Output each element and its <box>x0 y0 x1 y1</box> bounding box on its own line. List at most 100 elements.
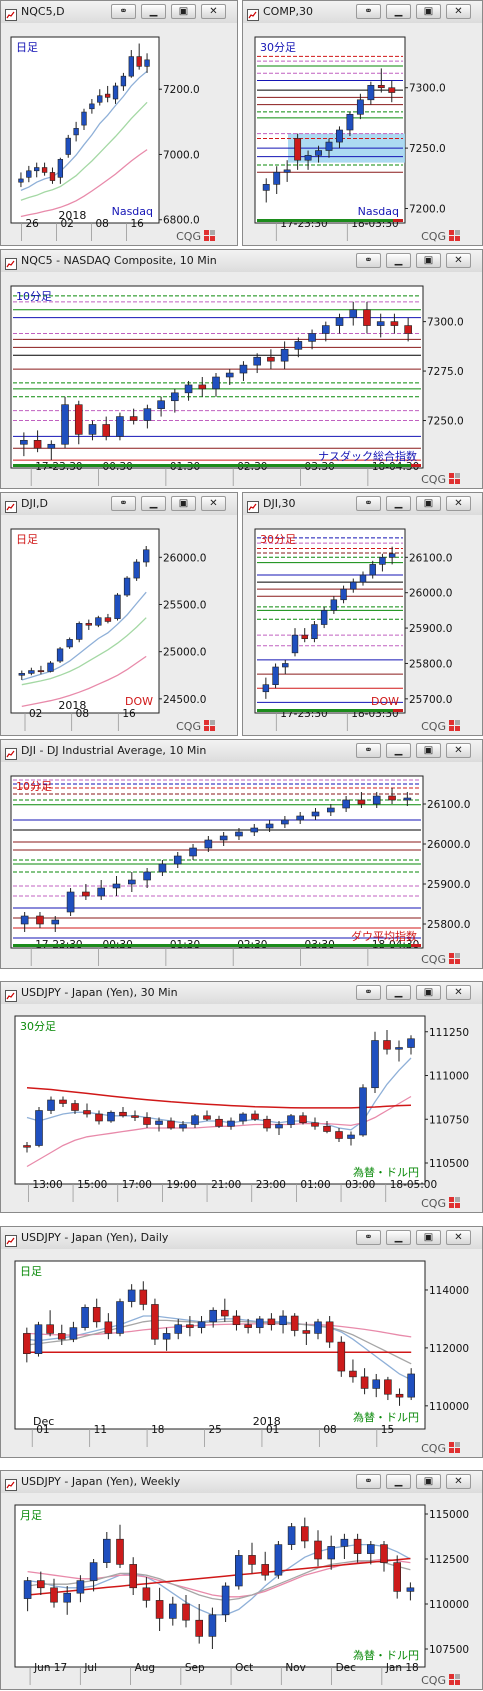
link-button[interactable]: ⚭ <box>356 4 381 19</box>
cqg-logo-text: CQG <box>421 1442 446 1455</box>
minimize-button[interactable]: ▁ <box>386 1230 411 1245</box>
year-label: 2018 <box>253 1415 281 1428</box>
link-button[interactable]: ⚭ <box>356 743 381 758</box>
close-button[interactable]: ✕ <box>446 4 471 19</box>
window-title-bar[interactable]: COMP,30 ⚭ ▁ ▣ ✕ <box>243 1 482 24</box>
link-icon: ⚭ <box>364 987 373 998</box>
cqg-logo-mark <box>204 726 209 731</box>
minimize-button[interactable]: ▁ <box>386 1474 411 1489</box>
restore-button[interactable]: ▣ <box>416 1474 441 1489</box>
close-button[interactable]: ✕ <box>446 985 471 1000</box>
x-tick-label: 02 <box>61 218 74 230</box>
window-title-bar[interactable]: USDJPY - Japan (Yen), 30 Min ⚭ ▁ ▣ ✕ <box>1 982 482 1005</box>
cqg-logo-mark <box>449 1442 454 1447</box>
window-title-bar[interactable]: DJI - DJ Industrial Average, 10 Min ⚭ ▁ ▣ ✕ <box>1 740 482 763</box>
candle-body <box>57 159 64 178</box>
chart-window-icon <box>5 1476 17 1491</box>
minimize-button[interactable]: ▁ <box>141 496 166 511</box>
chart-window-usdjpy-weekly[interactable]: USDJPY - Japan (Yen), Weekly ⚭ ▁ ▣ ✕ 115000 11… <box>0 1470 483 1690</box>
link-button[interactable]: ⚭ <box>356 1474 381 1489</box>
window-title-bar[interactable]: NQC5 - NASDAQ Composite, 10 Min ⚭ ▁ ▣ ✕ <box>1 250 482 273</box>
candle <box>232 1310 241 1331</box>
link-button[interactable]: ⚭ <box>111 496 136 511</box>
chart-area[interactable]: 26100.026000.025900.025800.025700.017-23… <box>243 515 482 735</box>
chart-area[interactable]: 26100.026000.025900.025800.017-23:3000:3… <box>1 762 482 968</box>
window-title-bar[interactable]: USDJPY - Japan (Yen), Daily ⚭ ▁ ▣ ✕ <box>1 1227 482 1250</box>
candle <box>304 150 312 170</box>
plot-area[interactable] <box>254 36 406 224</box>
chart-window-dji-30[interactable]: DJI,30 ⚭ ▁ ▣ ✕ 26100.0 26000.0 25900.0 25800.0 25… <box>242 492 483 736</box>
chart-area[interactable]: 7200.0 7000.0 6800.0 26 02 08 16 日足 Nasdaq 2018 CQ… <box>1 23 237 245</box>
candle <box>74 400 83 445</box>
candle-body <box>239 364 248 374</box>
close-button[interactable]: ✕ <box>201 4 226 19</box>
plot-area[interactable] <box>10 528 160 714</box>
cqg-logo-mark <box>449 1674 454 1679</box>
restore-button[interactable]: ▣ <box>416 743 441 758</box>
window-title-bar[interactable]: USDJPY - Japan (Yen), Weekly ⚭ ▁ ▣ ✕ <box>1 1471 482 1494</box>
minimize-button[interactable]: ▁ <box>386 985 411 1000</box>
y-tick-label: 107500 <box>429 1644 469 1656</box>
chart-area[interactable]: 115000 112500 110000 107500 Jun 17 Jul Aug Sep O… <box>1 1493 482 1689</box>
close-button[interactable]: ✕ <box>446 496 471 511</box>
close-button[interactable]: ✕ <box>446 743 471 758</box>
chart-window-dji-daily[interactable]: DJI,D ⚭ ▁ ▣ ✕ 26000.0 25500.0 25000.0 24500.0 02 0… <box>0 492 238 736</box>
instrument-label: ダウ平均指数 <box>351 929 417 943</box>
chart-area[interactable]: 114000 112000 110000 01 11 18 25 01 08 15 日足為替・ドル円… <box>1 1249 482 1457</box>
x-tick-label: 01:00 <box>300 1179 330 1191</box>
minimize-button[interactable]: ▁ <box>386 4 411 19</box>
window-title-bar[interactable]: NQC5,D ⚭ ▁ ▣ ✕ <box>1 1 237 24</box>
candle-body <box>189 847 197 857</box>
link-button[interactable]: ⚭ <box>111 4 136 19</box>
restore-button[interactable]: ▣ <box>416 253 441 268</box>
link-button[interactable]: ⚭ <box>356 985 381 1000</box>
candle <box>97 89 103 106</box>
y-tick-label: 26000.0 <box>409 588 452 600</box>
chart-area[interactable]: 26000.0 25500.0 25000.0 24500.0 02 08 16 日足 DOW 2… <box>1 515 237 735</box>
plot-area[interactable] <box>14 1504 426 1668</box>
chart-window-usdjpy-daily[interactable]: USDJPY - Japan (Yen), Daily ⚭ ▁ ▣ ✕ 114000 112… <box>0 1226 483 1458</box>
minimize-button[interactable]: ▁ <box>386 253 411 268</box>
link-button[interactable]: ⚭ <box>356 1230 381 1245</box>
chart-window-comp-30[interactable]: COMP,30 ⚭ ▁ ▣ ✕ 7300.0 7250.0 7200.0 17-23:30 18-… <box>242 0 483 246</box>
restore-icon: ▣ <box>178 6 189 17</box>
candle <box>85 619 92 630</box>
close-button[interactable]: ✕ <box>446 253 471 268</box>
y-tick-label: 7200.0 <box>163 84 200 96</box>
chart-content <box>13 779 421 939</box>
link-button[interactable]: ⚭ <box>356 496 381 511</box>
plot-area[interactable] <box>14 1015 426 1185</box>
close-button[interactable]: ✕ <box>201 496 226 511</box>
instrument-label: 為替・ドル円 <box>353 1165 419 1179</box>
restore-button[interactable]: ▣ <box>416 4 441 19</box>
instrument-label: Nasdaq <box>112 205 153 218</box>
candle-body <box>321 325 330 334</box>
minimize-button[interactable]: ▁ <box>386 743 411 758</box>
chart-area[interactable]: 111250 111000 110750 110500 13:00 15:00 17:00 1… <box>1 1004 482 1212</box>
window-title-bar[interactable]: DJI,D ⚭ ▁ ▣ ✕ <box>1 493 237 516</box>
restore-button[interactable]: ▣ <box>416 1230 441 1245</box>
candle-body <box>59 1099 67 1104</box>
candle <box>162 1327 171 1351</box>
restore-button[interactable]: ▣ <box>416 496 441 511</box>
close-button[interactable]: ✕ <box>446 1474 471 1489</box>
link-button[interactable]: ⚭ <box>356 253 381 268</box>
chart-area[interactable]: 7300.07275.07250.017-23:3000:3001:3002:3… <box>1 272 482 488</box>
restore-button[interactable]: ▣ <box>416 985 441 1000</box>
window-title-bar[interactable]: DJI,30 ⚭ ▁ ▣ ✕ <box>243 493 482 516</box>
candle-body <box>123 577 131 596</box>
chart-window-dji-10m[interactable]: DJI - DJ Industrial Average, 10 Min ⚭ ▁ ▣ ✕ 2… <box>0 739 483 969</box>
plot-area[interactable] <box>10 36 160 224</box>
plot-area[interactable] <box>14 1260 426 1430</box>
chart-window-nqc5-10m[interactable]: NQC5 - NASDAQ Composite, 10 Min ⚭ ▁ ▣ ✕ 7300.… <box>0 249 483 489</box>
minimize-button[interactable]: ▁ <box>141 4 166 19</box>
minimize-button[interactable]: ▁ <box>386 496 411 511</box>
restore-button[interactable]: ▣ <box>171 4 196 19</box>
chart-window-nqc5-daily[interactable]: NQC5,D ⚭ ▁ ▣ ✕ 7200.0 7000.0 6800.0 26 02 08 16 日足 Na… <box>0 0 238 246</box>
restore-button[interactable]: ▣ <box>171 496 196 511</box>
close-button[interactable]: ✕ <box>446 1230 471 1245</box>
session-bar-end <box>393 219 403 222</box>
candle <box>151 1298 159 1345</box>
chart-window-usdjpy-30[interactable]: USDJPY - Japan (Yen), 30 Min ⚭ ▁ ▣ ✕ 111250 11… <box>0 981 483 1213</box>
